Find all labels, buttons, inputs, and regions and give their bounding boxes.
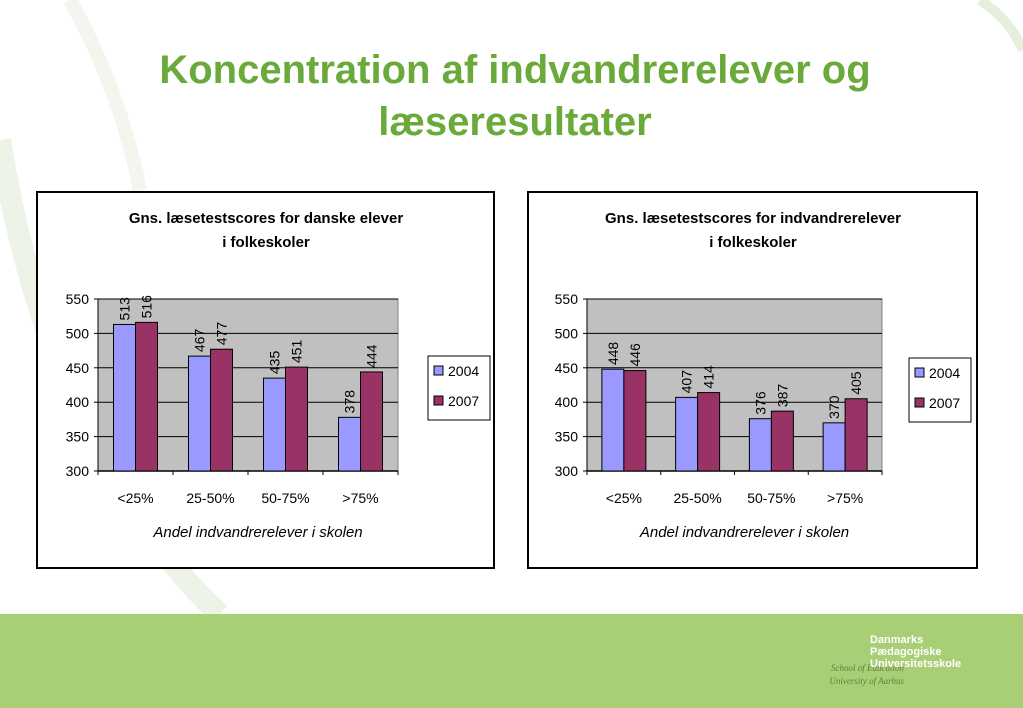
x-axis-title: Andel indvandrerelever i skolen: [639, 524, 849, 541]
data-label: 448: [605, 342, 621, 366]
x-tick-label: >75%: [342, 490, 378, 506]
slide-title-line1: Koncentration af indvandrerelever og: [159, 48, 871, 92]
bar-2007: [623, 370, 647, 472]
chart-title-line2: i folkeskoler: [709, 234, 797, 251]
data-label: 516: [139, 295, 155, 319]
legend-label: 2004: [929, 365, 960, 381]
legend-label: 2004: [448, 363, 479, 379]
data-label: 414: [701, 365, 717, 389]
data-label: 446: [627, 343, 643, 367]
logo-line1: Danmarks: [870, 634, 924, 646]
y-tick-label: 350: [66, 429, 90, 445]
bar-2007: [210, 348, 233, 472]
background-curve: [63, 0, 147, 192]
data-label: 378: [342, 390, 358, 414]
bar-2007: [770, 410, 794, 472]
chart-title-line1: Gns. læsetestscores for danske elever: [129, 210, 403, 227]
bar-2007: [285, 366, 308, 472]
school-line2: University of Aarhus: [829, 676, 904, 686]
school-line1: School of Education: [831, 663, 904, 673]
footer-band: [0, 614, 1023, 708]
data-label: 467: [192, 329, 208, 353]
slide-title: Koncentration af indvandrerelever og læs…: [60, 44, 970, 148]
x-tick-label: <25%: [606, 490, 642, 506]
background-curve: [977, 0, 1023, 53]
y-tick-label: 350: [555, 429, 579, 445]
data-label: 451: [289, 340, 305, 364]
legend-swatch: [433, 395, 444, 406]
y-tick-label: 400: [555, 394, 579, 410]
y-tick-label: 400: [66, 394, 90, 410]
slide-title-line2: læseresultater: [378, 100, 652, 144]
x-tick-label: 25-50%: [673, 490, 721, 506]
data-label: 387: [774, 384, 790, 408]
data-label: 407: [679, 370, 695, 394]
logo-line3: Universitetsskole: [870, 658, 962, 670]
data-label: 435: [267, 351, 283, 375]
x-tick-label: 25-50%: [186, 490, 234, 506]
bar-2007: [135, 321, 158, 472]
x-tick-label: <25%: [117, 490, 153, 506]
data-label: 444: [364, 344, 380, 368]
y-tick-label: 450: [66, 360, 90, 376]
y-tick-label: 550: [555, 291, 579, 307]
data-label: 513: [117, 297, 133, 321]
bar-2004: [601, 368, 625, 472]
bar-2007: [360, 371, 383, 472]
chart-immigrant-students: Gns. læsetestscores for indvandrerelever…: [527, 191, 978, 569]
school-of-education-label: School of Education University of Aarhus: [780, 662, 904, 688]
y-tick-label: 300: [66, 463, 90, 479]
legend-swatch: [914, 367, 925, 378]
bar-2004: [338, 416, 361, 472]
bar-2004: [113, 323, 136, 472]
logo-line2: Pædagogiske: [870, 646, 942, 658]
bar-2004: [748, 418, 772, 472]
data-label: 370: [826, 395, 842, 419]
y-tick-label: 500: [555, 325, 579, 341]
y-tick-label: 500: [66, 325, 90, 341]
chart-title-line2: i folkeskoler: [222, 234, 310, 251]
y-tick-label: 300: [555, 463, 579, 479]
chart-title-line1: Gns. læsetestscores for indvandrerelever: [605, 210, 901, 227]
x-tick-label: 50-75%: [261, 490, 309, 506]
chart-svg: Gns. læsetestscores for indvandrerelever…: [555, 210, 972, 541]
bar-2004: [822, 422, 846, 472]
data-label: 376: [752, 391, 768, 415]
y-tick-label: 550: [66, 291, 90, 307]
y-tick-label: 450: [555, 360, 579, 376]
chart-svg: Gns. læsetestscores for danske elever i f…: [66, 210, 491, 541]
data-label: 477: [214, 322, 230, 346]
legend-swatch: [433, 365, 444, 376]
x-tick-label: >75%: [827, 490, 863, 506]
x-tick-label: 50-75%: [747, 490, 795, 506]
x-axis-title: Andel indvandrerelever i skolen: [152, 524, 362, 541]
legend-label: 2007: [929, 395, 960, 411]
bar-2007: [844, 398, 868, 472]
legend-swatch: [914, 397, 925, 408]
data-label: 405: [848, 371, 864, 395]
dpu-logo: Danmarks Pædagogiske Universitetsskole: [870, 634, 961, 670]
chart-danish-students: Gns. læsetestscores for danske elever i f…: [36, 191, 495, 569]
bar-2007: [697, 392, 721, 472]
bar-2004: [675, 396, 699, 472]
bar-2004: [188, 355, 211, 472]
legend-label: 2007: [448, 393, 479, 409]
bar-2004: [263, 377, 286, 472]
